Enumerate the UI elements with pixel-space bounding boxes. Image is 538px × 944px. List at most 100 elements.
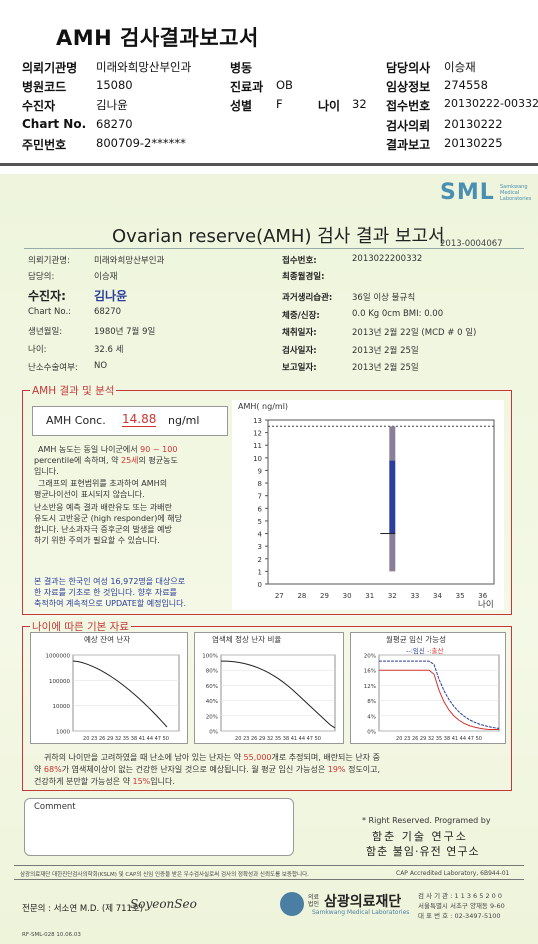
amh-conc-value: 14.88 bbox=[122, 412, 157, 427]
hdr-value-sex: F bbox=[276, 97, 283, 111]
basic-data-section bbox=[22, 626, 512, 791]
amh-x-tick-label: 33 bbox=[410, 592, 419, 600]
summary-line-2: 약 68%가 염색체이상이 없는 건강한 난자일 것으로 예상됩니다. 월 평균… bbox=[34, 764, 380, 775]
info-label-doctor: 담당의: bbox=[28, 272, 55, 282]
birth-curve bbox=[379, 669, 499, 730]
amh-x-tick-label: 36 bbox=[478, 592, 487, 600]
foundation-name: 삼광의료재단 bbox=[324, 894, 402, 910]
info-label-chart-no: Chart No.: bbox=[28, 307, 72, 317]
normal-oocyte-curve-svg: 100% 80% 60% 40% 20% 0% 20 23 26 29 32 35 38 4… bbox=[202, 654, 336, 742]
hdr-label-receipt-no: 접수번호 bbox=[386, 99, 431, 113]
mini-y-tick-label: 60% bbox=[206, 684, 218, 690]
info-value-clinic: 미래와희망산부인과 bbox=[94, 256, 165, 266]
info-value-doctor: 이승재 bbox=[94, 272, 118, 282]
mini-plot-area bbox=[378, 654, 500, 732]
hdr-value-doctor: 이승재 bbox=[444, 60, 476, 74]
sml-logo-subtitle: Samkwang Medical Laboratories bbox=[500, 184, 532, 202]
document-number: 2013-0004067 bbox=[440, 239, 503, 249]
mini-y-tick-label: 10000 bbox=[53, 704, 71, 710]
report-title: AMH 검사결과보고서 bbox=[56, 26, 259, 50]
mini-y-tick-label: 20% bbox=[364, 654, 376, 660]
hdr-label-clinical-info: 임상정보 bbox=[386, 80, 431, 94]
hdr-value-receipt-no: 20130222-00332 bbox=[444, 97, 538, 110]
amh-y-tick-label: 7 bbox=[258, 493, 262, 501]
info-value-collection-date: 2013년 2월 22일 (MCD # 0 일) bbox=[352, 328, 477, 338]
header-divider bbox=[0, 163, 538, 166]
amh-range-segment bbox=[389, 460, 396, 534]
summary-s2c: 가 염색체이상이 없는 건강한 난자일 것으로 예상됩니다. 월 평균 임신 가… bbox=[61, 765, 326, 774]
hdr-label-ward: 병동 bbox=[230, 61, 253, 75]
hdr-label-age: 나이 bbox=[318, 99, 341, 113]
amh-x-tick-label: 28 bbox=[297, 592, 306, 600]
analysis-l4: 그래프의 표현범위를 초과하여 AMH의 bbox=[38, 479, 168, 488]
info-value-chart-no: 68270 bbox=[94, 307, 122, 317]
amh-y-tick-label: 4 bbox=[258, 531, 263, 539]
info-label-ovarian-surgery: 난소수술여부: bbox=[28, 363, 78, 373]
info-value-weight-height: 0.0 Kg 0cm BMI: 0.00 bbox=[352, 309, 444, 319]
analysis-l5: 평균나이선이 표시되지 않습니다. bbox=[34, 490, 145, 499]
hdr-label-resident-no: 주민번호 bbox=[22, 138, 67, 152]
info-value-receipt-no: 2013022200332 bbox=[352, 254, 423, 264]
mini-y-tick-label: 8% bbox=[367, 699, 376, 705]
amh-y-tick-label: 10 bbox=[253, 455, 262, 463]
summary-normal-ratio: 68% bbox=[43, 765, 62, 774]
mini-y-tick-label: 80% bbox=[206, 669, 218, 675]
title-rule bbox=[24, 248, 524, 249]
amh-x-tick-label: 32 bbox=[388, 592, 397, 600]
mini-plot-area bbox=[72, 654, 180, 732]
legend-birth: 출산 bbox=[431, 647, 444, 655]
info-label-last-period: 최종월경일: bbox=[282, 272, 325, 282]
mini-y-tick-label: 0% bbox=[367, 730, 376, 736]
amh-chart-x-label: 나이 bbox=[478, 600, 494, 610]
legend-pregnancy: 임신 bbox=[412, 647, 425, 655]
comment-label: Comment bbox=[34, 802, 76, 812]
mini-plot-area bbox=[220, 654, 336, 732]
info-label-test-date: 검사일자: bbox=[282, 346, 317, 356]
amh-y-tick-label: 12 bbox=[253, 430, 262, 438]
summary-birth-chance: 15% bbox=[132, 777, 151, 786]
hdr-value-resident-no: 800709-2****** bbox=[96, 136, 186, 150]
mini-y-tick-label: 16% bbox=[364, 669, 376, 675]
amh-x-tick-label: 27 bbox=[275, 592, 284, 600]
mini2-title: 염색체 정상 난자 비율 bbox=[212, 635, 282, 644]
foundation-emblem-icon bbox=[280, 892, 304, 916]
oocyte-curve bbox=[72, 660, 168, 728]
info-value-patient: 김나윤 bbox=[94, 289, 128, 303]
amh-y-tick-label: 9 bbox=[258, 467, 262, 475]
mini-y-tick-label: 100000 bbox=[49, 679, 70, 685]
analysis-l8: 합니다. 난소과자극 증후군의 발생을 예방 bbox=[34, 525, 172, 534]
info-label-patient: 수진자: bbox=[28, 289, 66, 303]
amh-x-tick-label: 31 bbox=[365, 592, 374, 600]
amh-y-tick-label: 8 bbox=[258, 480, 262, 488]
footer-rule bbox=[14, 865, 524, 866]
analysis-l2a: percentile에 속하며, 약 bbox=[34, 456, 119, 465]
amh-range-segment bbox=[389, 426, 396, 461]
hdr-label-clinic: 의뢰기관명 bbox=[22, 61, 78, 75]
mini1-title: 예상 잔여 난자 bbox=[84, 635, 131, 644]
mini-y-tick-label: 12% bbox=[364, 684, 376, 690]
amh-conc-label: AMH Conc. bbox=[46, 414, 106, 427]
hdr-label-request-date: 검사의뢰 bbox=[386, 119, 431, 133]
analysis-note-3: 축적하여 계속적으로 UPDATE할 예정입니다. bbox=[34, 599, 187, 608]
amh-y-tick-label: 6 bbox=[258, 505, 263, 513]
mini-y-tick-label: 100% bbox=[202, 654, 218, 660]
normal-oocyte-curve bbox=[220, 660, 336, 729]
analysis-l7: 유도시 고반응군 (high responder)에 해당 bbox=[34, 514, 182, 523]
amh-x-tick-label: 30 bbox=[343, 592, 352, 600]
amh-chart: 0 1 2 3 4 5 6 7 8 9 10 11 12 13 27 28 29 30 31 32 33 34 35 36 bbox=[232, 400, 504, 610]
mini-y-tick-label: 4% bbox=[367, 714, 376, 720]
info-label-cycle-history: 과거생리습관: bbox=[282, 293, 333, 303]
scanned-report: SML Samkwang Medical Laboratories Ovaria… bbox=[0, 174, 538, 944]
amh-y-tick-label: 1 bbox=[258, 568, 262, 576]
mini-chart-pregnancy: 20% 16% 12% 8% 4% 0% 20 23 26 29 32 35 38 41 4… bbox=[350, 632, 506, 744]
contact-lab: 검 사 기 관 : 1 1 3 6 5 2 0 0 bbox=[418, 892, 502, 900]
contact-phone: 대 표 번 호 : 02-3497-5100 bbox=[418, 912, 501, 920]
analysis-l1a: AMH 농도는 동일 나이군에서 bbox=[38, 445, 138, 454]
amh-section-title: AMH 결과 및 분석 bbox=[30, 383, 117, 398]
basic-section-title: 나이에 따른 기본 자료 bbox=[30, 619, 131, 634]
amh-conc-unit: ng/ml bbox=[168, 414, 200, 427]
mini-y-tick-label: 40% bbox=[206, 699, 218, 705]
amh-result-section bbox=[22, 390, 512, 615]
summary-s2e: 정도이고, bbox=[348, 765, 381, 774]
info-value-birthdate: 1980년 7월 9일 bbox=[94, 327, 156, 337]
